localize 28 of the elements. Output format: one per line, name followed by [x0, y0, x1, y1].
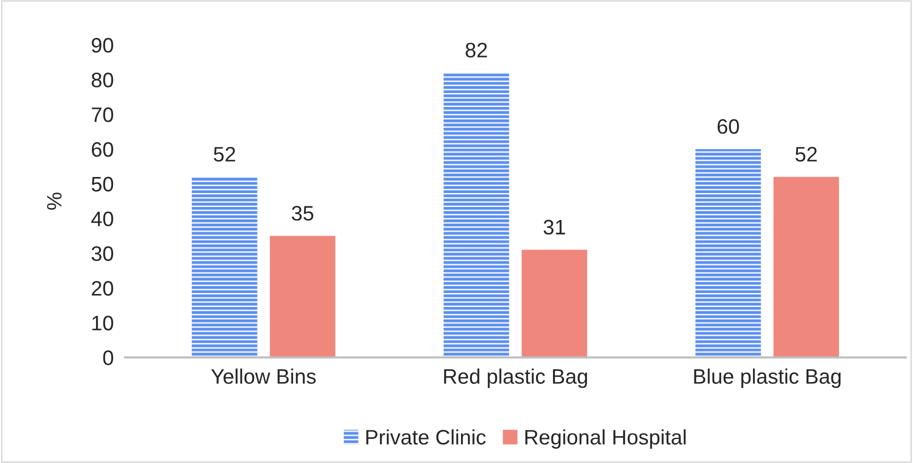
y-tick-label: 30	[92, 246, 114, 262]
bar	[192, 176, 258, 358]
bar	[773, 176, 839, 358]
bar	[695, 149, 761, 358]
y-tick-label: 10	[92, 316, 114, 330]
y-tick-label: 50	[92, 176, 114, 192]
data-label: 60	[718, 119, 739, 134]
y-tick-label: 20	[92, 280, 114, 296]
y-tick-label: 40	[91, 212, 114, 226]
y-axis-title: %	[47, 192, 62, 210]
bar	[270, 236, 336, 358]
y-tick-label: 60	[92, 142, 114, 157]
data-label: 35	[292, 206, 314, 221]
x-tick-label: Blue plastic Bag	[694, 368, 841, 388]
legend-label: Regional Hospital	[525, 429, 686, 449]
data-label: 31	[544, 220, 565, 235]
x-tick-label: Yellow Bins	[211, 368, 316, 384]
y-tick-label: 80	[92, 72, 114, 88]
data-label: 52	[214, 146, 236, 162]
bar	[444, 72, 510, 358]
data-label: 52	[795, 146, 817, 162]
bar	[522, 250, 588, 358]
y-tick-label: 90	[92, 38, 114, 53]
legend-label: Private Clinic	[366, 429, 486, 445]
x-tick-label: Red plastic Bag	[444, 368, 588, 388]
data-label: 82	[466, 42, 487, 58]
y-tick-label: 70	[92, 107, 114, 122]
y-tick-label: 0	[103, 350, 114, 366]
